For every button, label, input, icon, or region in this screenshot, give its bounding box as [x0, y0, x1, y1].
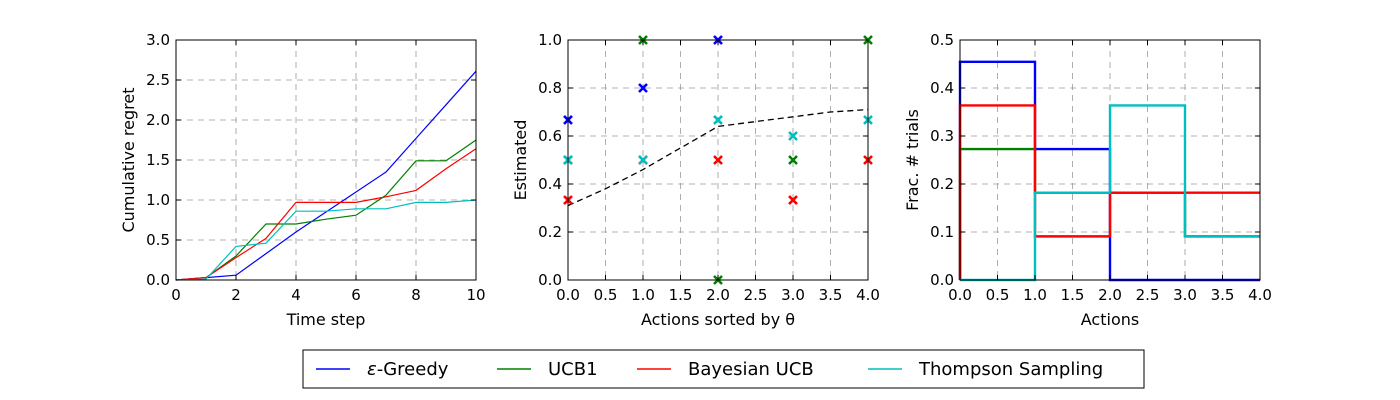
y-tick-label: 0.8: [538, 79, 562, 97]
data-point: [638, 83, 648, 93]
series-step: [958, 104, 1260, 280]
y-tick-label: 0.1: [930, 223, 954, 241]
y-tick-label: 2.0: [146, 111, 170, 129]
series-step: [960, 104, 1260, 282]
legend-label: ε-Greedy: [367, 359, 449, 380]
legend-label-text: UCB1: [548, 359, 598, 380]
legend-item: UCB1: [497, 359, 598, 380]
x-tick-label: 3.0: [781, 286, 805, 304]
y-tick-label: 1.0: [538, 31, 562, 49]
y-tick-label: 0.5: [146, 231, 170, 249]
legend-frame: [302, 349, 1145, 389]
regret-chart: 0 2 4 6 8 10 0.0 0.5 1.0 1.5 2.0 2.5 3.0 Time step Cum…: [119, 31, 486, 329]
legend-label-prefix: ε: [367, 359, 377, 380]
series-line: [175, 139, 477, 281]
legend-item: Thompson Sampling: [868, 359, 1103, 380]
x-tick-label: 3.0: [1173, 286, 1197, 304]
x-tick-label: 1.0: [631, 286, 655, 304]
data-point: [713, 115, 723, 125]
plot-data: [958, 60, 1260, 282]
reference-line: [567, 108, 869, 207]
y-axis-label: Cumulative regret: [119, 88, 138, 233]
data-point: [788, 195, 798, 205]
x-tick-label: 0: [171, 286, 181, 304]
series-line: [175, 199, 477, 281]
x-tick-label: 3.5: [819, 286, 843, 304]
y-tick-label: 0.0: [146, 271, 170, 289]
x-tick-label: 2: [231, 286, 241, 304]
x-tick-label: 4.0: [856, 286, 880, 304]
x-axis-label: Time step: [286, 310, 366, 329]
x-tick-label: 0.5: [986, 286, 1010, 304]
series-line: [175, 148, 477, 281]
y-tick-label: 0.2: [538, 223, 562, 241]
y-tick-label: 3.0: [146, 31, 170, 49]
y-tick-label: 0.5: [930, 31, 954, 49]
legend: ε-Greedy UCB1 Bayesian UCB Thompson Samplin…: [302, 349, 1145, 389]
y-tick-label: 2.5: [146, 71, 170, 89]
data-point: [713, 155, 723, 165]
y-tick-label: 0.0: [538, 271, 562, 289]
legend-label-text: Bayesian UCB: [688, 359, 814, 380]
x-tick-label: 2.5: [744, 286, 768, 304]
y-tick-label: 0.6: [538, 127, 562, 145]
y-tick-label: 1.0: [146, 191, 170, 209]
legend-label-text: Thompson Sampling: [918, 359, 1103, 380]
x-tick-label: 1.5: [1061, 286, 1085, 304]
x-tick-label: 1.0: [1023, 286, 1047, 304]
x-axis-label: Actions: [1081, 310, 1139, 329]
y-tick-label: 0.3: [930, 127, 954, 145]
legend-label: UCB1: [548, 359, 598, 380]
y-tick-label: 0.4: [930, 79, 954, 97]
y-axis-label: Estimated: [511, 120, 530, 201]
y-tick-label: 1.5: [146, 151, 170, 169]
x-tick-label: 10: [466, 286, 485, 304]
x-tick-label: 2.0: [706, 286, 730, 304]
data-point: [788, 131, 798, 141]
estimate-chart: 0.0 0.5 1.0 1.5 2.0 2.5 3.0 3.5 4.0 0.0 0.2 0.4 0.6 0…: [511, 31, 880, 329]
y-axis-label: Frac. # trials: [903, 109, 922, 211]
x-tick-label: 6: [351, 286, 361, 304]
legend-label: Thompson Sampling: [918, 359, 1103, 380]
plot-data: [175, 70, 477, 281]
data-point: [788, 155, 798, 165]
x-tick-label: 0.0: [556, 286, 580, 304]
y-tick-label: 0.4: [538, 175, 562, 193]
legend-label-text: -Greedy: [377, 359, 449, 380]
x-axis-label: Actions sorted by θ: [641, 310, 795, 329]
legend-label: Bayesian UCB: [688, 359, 814, 380]
x-tick-label: 2.0: [1098, 286, 1122, 304]
data-point: [638, 155, 648, 165]
x-tick-label: 0.5: [594, 286, 618, 304]
x-tick-label: 2.5: [1136, 286, 1160, 304]
trials-chart: 0.0 0.5 1.0 1.5 2.0 2.5 3.0 3.5 4.0 0.0 0.1 0.2 0.3 0…: [903, 31, 1272, 329]
legend-item: Bayesian UCB: [637, 359, 814, 380]
series-line: [175, 70, 477, 281]
x-tick-label: 8: [411, 286, 421, 304]
legend-item: ε-Greedy: [316, 359, 449, 380]
x-tick-label: 0.0: [948, 286, 972, 304]
x-tick-label: 4: [291, 286, 301, 304]
x-tick-label: 3.5: [1211, 286, 1235, 304]
y-tick-label: 0.0: [930, 271, 954, 289]
x-tick-label: 4.0: [1248, 286, 1272, 304]
x-tick-label: 1.5: [669, 286, 693, 304]
y-tick-label: 0.2: [930, 175, 954, 193]
